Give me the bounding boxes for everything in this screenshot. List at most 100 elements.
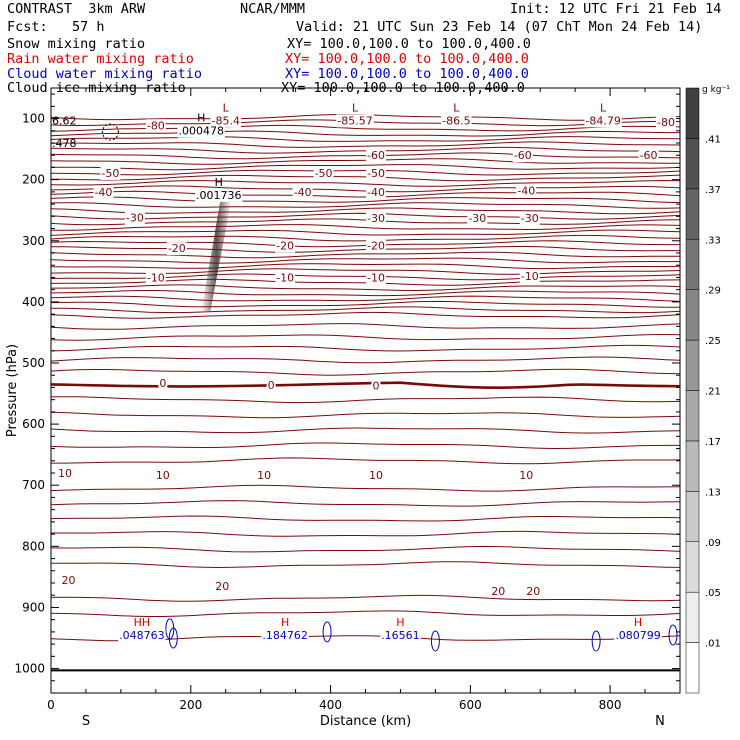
contour-label-bg — [519, 270, 540, 284]
isotherm-contour — [51, 561, 680, 569]
colorbar-segment — [685, 491, 700, 543]
x-axis-title: Distance (km) — [320, 714, 411, 729]
cloud-water-contour — [591, 630, 601, 652]
isotherm-contour — [51, 174, 680, 182]
contour-label: -20 — [168, 242, 186, 255]
contour-label: -40 — [94, 186, 112, 199]
isotherm-contour — [51, 169, 680, 176]
isotherm-contour — [51, 164, 680, 171]
isotherm-contour — [51, 136, 680, 142]
colorbar-label: .01 — [705, 639, 721, 650]
x-tick-label: 400 — [319, 698, 342, 712]
isotherm-contour — [51, 246, 680, 253]
isotherm-contour — [51, 411, 680, 419]
north-label: N — [655, 714, 665, 729]
extremum-marker: H — [396, 616, 404, 629]
extremum-marker: H — [281, 616, 289, 629]
cloud-water-contour — [668, 624, 678, 646]
y-tick-label: 100 — [22, 112, 45, 126]
y-tick-label: 700 — [22, 478, 45, 492]
extremum-value-bg — [614, 628, 662, 642]
isotherm-contour — [51, 500, 680, 507]
contour-label: -40 — [517, 185, 535, 198]
isotherm-contour — [51, 344, 680, 352]
isotherm-contour — [51, 257, 680, 264]
contour-label: 10 — [257, 469, 271, 482]
contour-label-bg — [256, 468, 273, 482]
contour-label-bg — [518, 468, 535, 482]
colorbar-unit: g kg⁻¹ — [702, 85, 730, 95]
contour-label: 20 — [215, 580, 229, 593]
contour-label: -10 — [367, 271, 385, 284]
extremum-marker: L — [352, 101, 359, 114]
snow-contour — [101, 123, 119, 141]
extremum-marker: L — [600, 101, 607, 114]
contour-label: -20 — [276, 240, 294, 253]
isotherm-contour — [51, 289, 680, 297]
colorbar-label: .25 — [705, 336, 721, 347]
model-title: CONTRAST 3km ARW — [7, 1, 146, 17]
contour-label-bg — [365, 212, 386, 226]
contour-label-bg — [56, 467, 73, 480]
colorbar-label: .09 — [705, 538, 721, 549]
extremum-value-bg — [261, 628, 309, 642]
extremum-value-bg — [194, 188, 243, 202]
contour-label: -80 — [657, 116, 675, 129]
isotherm-contour — [51, 300, 680, 308]
extremum-value-bg — [584, 114, 622, 128]
contour-label: 20 — [61, 574, 75, 587]
extremum-value: -85.57 — [337, 114, 372, 127]
colorbar-label: .41 — [705, 134, 721, 145]
extremum-value: -84.79 — [585, 114, 620, 127]
contour-label-bg — [60, 573, 77, 587]
isotherm-contour — [51, 234, 680, 242]
extremum-value: .184762 — [262, 629, 308, 642]
field-snow: Snow mixing ratio — [7, 36, 146, 52]
isotherm-contour — [51, 545, 680, 553]
freezing-level-contour — [51, 381, 680, 390]
extremum-value: .080799 — [615, 629, 661, 642]
contour-label-bg — [145, 119, 166, 133]
isotherm-contour — [51, 224, 680, 231]
contour-label-bg — [525, 584, 542, 598]
extremum-value-bg — [210, 114, 241, 128]
isotherm-contour — [51, 202, 680, 209]
contour-label-bg — [166, 242, 187, 256]
field-snow-xy: XY= 100.0,100.0 to 100.0,400.0 — [287, 36, 531, 52]
colorbar-label: .37 — [705, 185, 721, 196]
contour-label-bg — [519, 212, 540, 226]
colorbar-segment — [685, 138, 700, 190]
isotherm-contour — [51, 218, 680, 226]
y-tick-label: 300 — [22, 234, 45, 248]
colorbar-label: .29 — [705, 286, 721, 297]
colorbar-segment — [685, 541, 700, 593]
contour-label-bg — [214, 580, 231, 594]
cloud-water-contour — [430, 630, 440, 652]
isotherm-contour — [51, 196, 680, 204]
isotherm-contour — [51, 179, 680, 187]
contour-label: -20 — [367, 240, 385, 253]
extremum-marker: H — [197, 112, 205, 125]
contour-label: 20 — [526, 585, 540, 598]
contour-label-bg — [516, 184, 537, 198]
isotherm-contour — [51, 240, 680, 248]
y-axis-title: Pressure (hPa) — [5, 344, 20, 437]
extremum-value: -85.4 — [211, 114, 239, 127]
contour-label: -60 — [514, 149, 532, 162]
isotherm-contour — [51, 530, 680, 537]
isotherm-contour — [51, 185, 680, 193]
contour-label-bg — [656, 116, 677, 130]
isotherm-contour — [51, 190, 680, 198]
isotherm-contour — [51, 427, 680, 434]
contour-label: 0 — [268, 379, 275, 392]
extremum-value-bg — [118, 628, 166, 642]
extremum-marker: H — [215, 176, 223, 189]
contour-label: 10 — [369, 469, 383, 482]
extremum-marker: L — [453, 101, 460, 114]
y-tick-label: 500 — [22, 356, 45, 370]
isotherm-contour — [51, 212, 680, 220]
isotherm-contour — [51, 251, 680, 259]
contour-label: -50 — [101, 167, 119, 180]
isotherm-contour — [51, 594, 680, 602]
